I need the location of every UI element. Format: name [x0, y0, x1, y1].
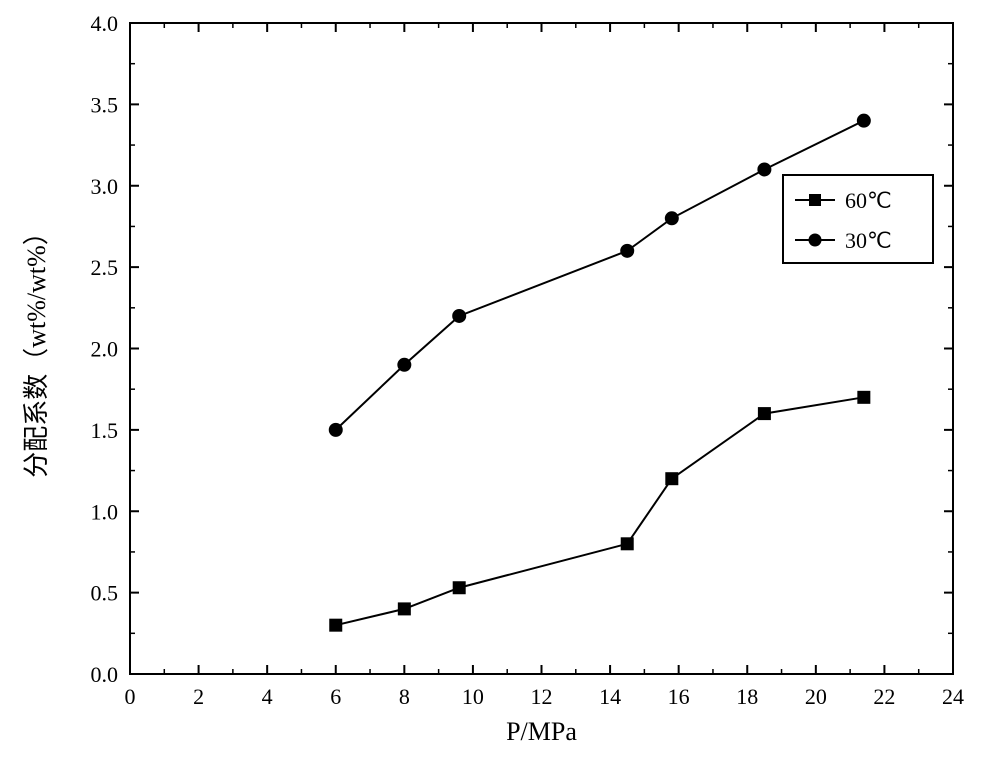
svg-text:4: 4 [262, 684, 273, 709]
svg-text:24: 24 [942, 684, 964, 709]
svg-text:16: 16 [668, 684, 690, 709]
svg-text:14: 14 [599, 684, 621, 709]
svg-text:0.0: 0.0 [91, 662, 119, 687]
svg-text:0.5: 0.5 [91, 581, 119, 606]
svg-text:22: 22 [873, 684, 895, 709]
svg-text:3.0: 3.0 [91, 174, 119, 199]
svg-text:4.0: 4.0 [91, 11, 119, 36]
svg-text:3.5: 3.5 [91, 92, 119, 117]
svg-text:1.5: 1.5 [91, 418, 119, 443]
svg-text:18: 18 [736, 684, 758, 709]
line-chart: 0246810121416182022240.00.51.01.52.02.53… [0, 0, 1000, 763]
svg-text:30℃: 30℃ [845, 228, 892, 253]
svg-text:12: 12 [531, 684, 553, 709]
svg-text:P/MPa: P/MPa [506, 717, 577, 746]
chart-container: 0246810121416182022240.00.51.01.52.02.53… [0, 0, 1000, 763]
svg-text:6: 6 [330, 684, 341, 709]
svg-text:10: 10 [462, 684, 484, 709]
svg-text:2: 2 [193, 684, 204, 709]
svg-text:2.0: 2.0 [91, 337, 119, 362]
svg-text:1.0: 1.0 [91, 499, 119, 524]
svg-text:2.5: 2.5 [91, 255, 119, 280]
svg-text:20: 20 [805, 684, 827, 709]
svg-text:60℃: 60℃ [845, 188, 892, 213]
y-axis-label: 分配系数（wt%/wt%） [22, 219, 51, 478]
svg-text:8: 8 [399, 684, 410, 709]
svg-text:0: 0 [125, 684, 136, 709]
